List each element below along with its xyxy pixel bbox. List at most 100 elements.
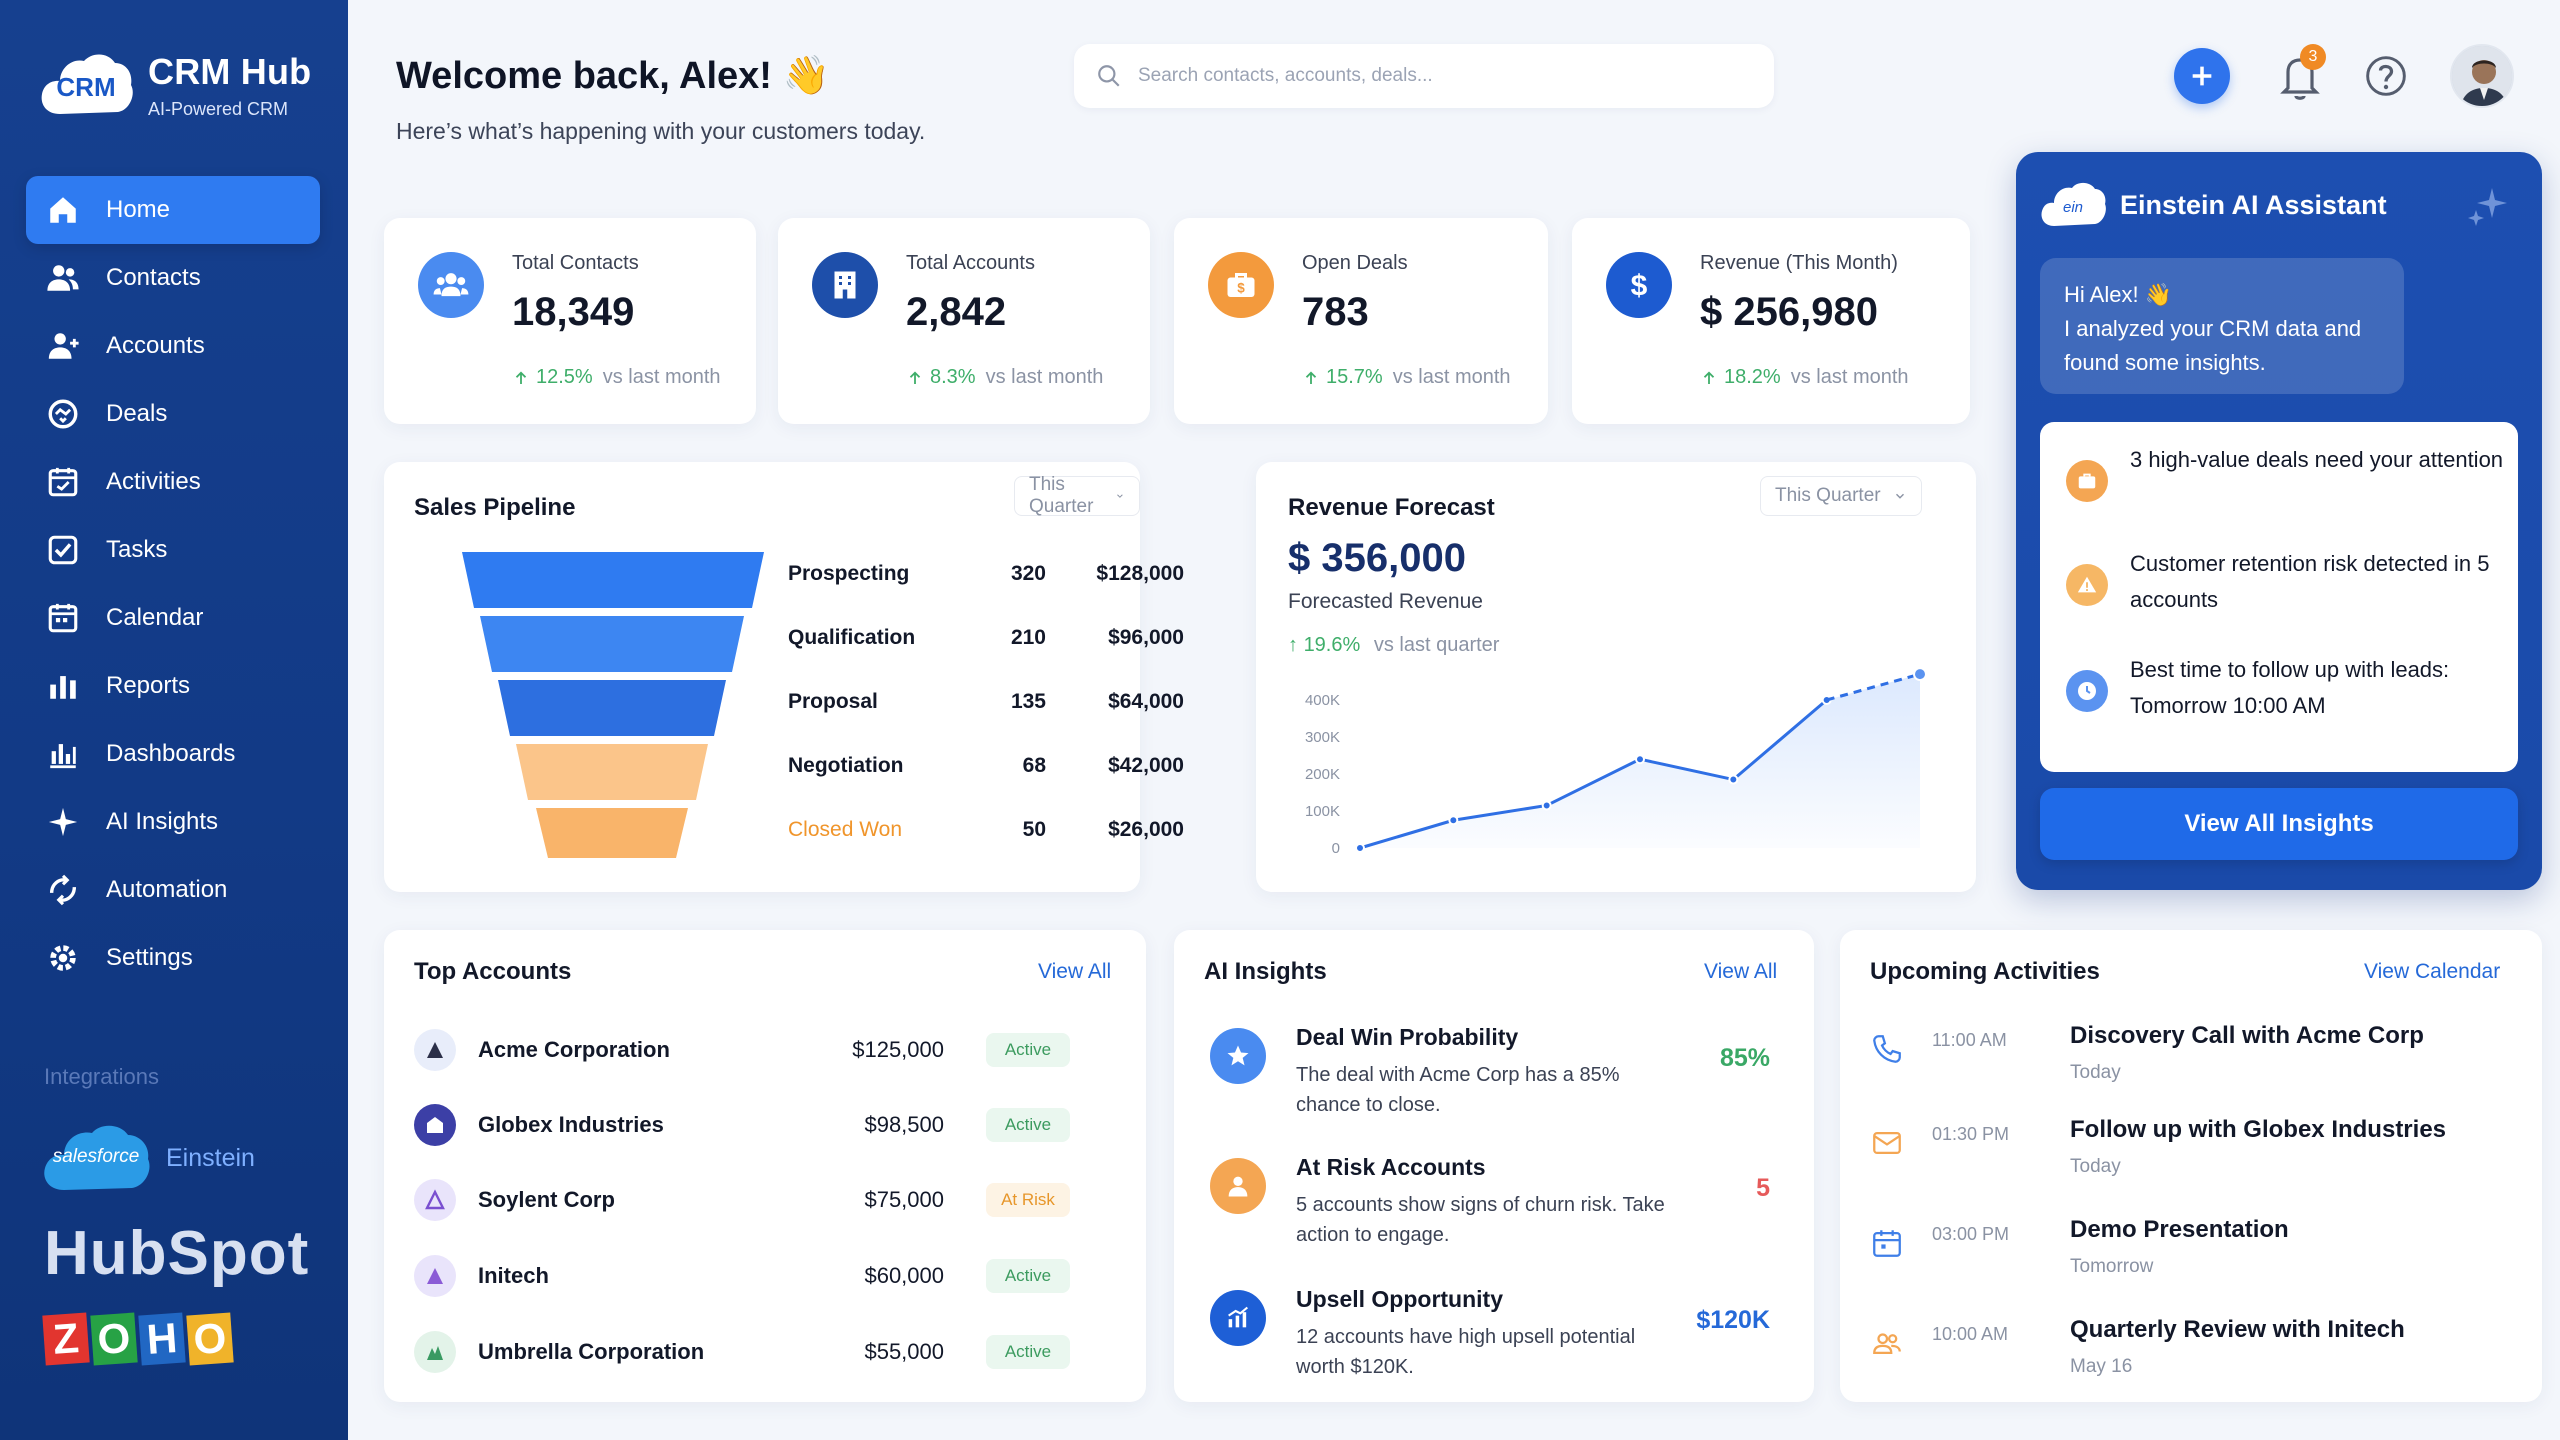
sidebar-item-automation[interactable]: Automation [26,856,320,924]
activity-row[interactable]: 10:00 AM Quarterly Review with Initech M… [1870,1316,2510,1386]
salesforce-logo: salesforce [40,1118,152,1198]
stage-amount: $128,000 [1096,562,1184,585]
einstein-insights-list: 3 high-value deals need your attention C… [2040,422,2518,772]
arrow-up-icon [515,370,527,384]
sidebar-item-reports[interactable]: Reports [26,652,320,720]
add-button[interactable] [2174,48,2230,104]
einstein-insight-item[interactable]: Best time to follow up with leads: Tomor… [2066,652,2506,724]
sidebar-item-contacts[interactable]: Contacts [26,244,320,312]
insight-text: Customer retention risk detected in 5 ac… [2130,551,2490,612]
zoho-letter: H [138,1312,186,1366]
activity-title: Quarterly Review with Initech [2070,1316,2405,1343]
activity-date: Tomorrow [2070,1256,2154,1277]
hubspot-text: HubSpot [44,1219,310,1288]
stat-value: 18,349 [512,290,635,334]
sidebar-item-home[interactable]: Home [26,176,320,244]
search-input[interactable] [1138,65,1738,87]
user-avatar[interactable] [2450,44,2514,108]
zoho-logo[interactable]: Z O H O [42,1312,236,1366]
insight-metric: $120K [1696,1306,1770,1334]
group-icon [1873,1333,1901,1355]
view-all-accounts-link[interactable]: View All [1038,960,1112,983]
stat-value: 2,842 [906,290,1007,334]
stat-card-revenue[interactable]: $ Revenue (This Month) $ 256,980 18.2% v… [1572,218,1970,424]
revenue-forecast-card: Revenue Forecast This Quarter $ 356,000 … [1256,462,1976,892]
sidebar-item-label: Dashboards [106,740,236,767]
sidebar-item-label: AI Insights [106,808,219,835]
table-row[interactable]: Soylent Corp $75,000 At Risk [414,1172,1094,1228]
account-name: Acme Corporation [478,1037,670,1062]
activity-row[interactable]: 11:00 AM Discovery Call with Acme Corp T… [1870,1022,2510,1092]
funnel-stage-negotiation[interactable] [516,744,708,800]
forecast-vs: vs last quarter [1373,634,1500,656]
account-amount: $98,500 [864,1112,944,1137]
stat-label: Open Deals [1302,252,1408,274]
einstein-insight-item[interactable]: Customer retention risk detected in 5 ac… [2066,546,2506,618]
status-badge: Active [986,1033,1070,1067]
sidebar-item-accounts[interactable]: Accounts [26,312,320,380]
stage-name: Negotiation [788,754,904,777]
activity-title: Follow up with Globex Industries [2070,1116,2447,1143]
stage-count: 50 [1022,818,1046,841]
sidebar-item-label: Home [106,196,171,223]
sidebar-item-tasks[interactable]: Tasks [26,516,320,584]
account-amount: $55,000 [864,1339,944,1364]
company-logo-icon [414,1331,456,1373]
period-dropdown[interactable]: This Quarter [1760,476,1922,516]
data-point [1728,774,1739,785]
sidebar-item-settings[interactable]: Settings [26,924,320,992]
stage-amount: $64,000 [1108,690,1184,713]
insight-text: Best time to follow up with leads: Tomor… [2130,657,2450,718]
company-logo-icon [414,1104,456,1146]
einstein-insight-item[interactable]: 3 high-value deals need your attention [2066,442,2506,502]
period-dropdown[interactable]: This Quarter [1014,474,1140,517]
chevron-down-icon [1117,494,1123,498]
insight-row[interactable]: At Risk Accounts 5 accounts show signs o… [1210,1154,1770,1254]
table-row[interactable]: Initech $60,000 Active [414,1248,1094,1304]
stat-vs: vs last month [1790,366,1909,388]
sidebar-item-ai-insights[interactable]: AI Insights [26,788,320,856]
table-row[interactable]: Umbrella Corporation $55,000 Active [414,1324,1094,1380]
brand[interactable]: CRM CRM Hub AI-Powered CRM [38,48,311,122]
activity-row[interactable]: 03:00 PM Demo Presentation Tomorrow [1870,1216,2510,1286]
search-bar[interactable] [1074,44,1774,108]
sidebar-item-label: Calendar [106,604,204,631]
account-name: Globex Industries [478,1112,664,1137]
salesforce-einstein-integration[interactable]: salesforce Einstein [40,1118,255,1198]
stage-amount: $26,000 [1108,818,1184,841]
view-all-insights-link[interactable]: View All [1704,960,1778,983]
stat-card-total-contacts[interactable]: Total Contacts 18,349 12.5% vs last mont… [384,218,756,424]
sidebar-item-dashboards[interactable]: Dashboards [26,720,320,788]
view-all-insights-button[interactable]: View All Insights [2040,788,2518,860]
table-row[interactable]: Acme Corporation $125,000 Active [414,1022,1094,1078]
page-subtitle: Here’s what’s happening with your custom… [396,118,926,144]
stat-vs: vs last month [602,366,721,388]
sidebar-item-calendar[interactable]: Calendar [26,584,320,652]
sidebar-item-activities[interactable]: Activities [26,448,320,516]
insight-row[interactable]: Upsell Opportunity 12 accounts have high… [1210,1286,1770,1386]
help-button[interactable] [2364,54,2408,98]
funnel-stage-closed-won[interactable] [536,808,688,858]
reports-icon [50,676,76,699]
view-calendar-link[interactable]: View Calendar [2364,960,2501,983]
card-title: Upcoming Activities [1870,958,2100,985]
card-title: Sales Pipeline [414,494,576,521]
insight-row[interactable]: Deal Win Probability The deal with Acme … [1210,1024,1770,1124]
funnel-stage-qualification[interactable] [480,616,744,672]
stat-card-total-accounts[interactable]: Total Accounts 2,842 8.3% vs last month [778,218,1150,424]
sidebar-item-label: Accounts [106,332,205,359]
sidebar-item-deals[interactable]: Deals [26,380,320,448]
funnel-stage-prospecting[interactable] [462,552,764,608]
stage-name: Prospecting [788,562,910,585]
stat-card-open-deals[interactable]: $ Open Deals 783 15.7% vs last month [1174,218,1548,424]
hubspot-logo[interactable]: HubSpot [44,1218,309,1289]
sidebar-nav: Home Contacts Accounts Deals Activities … [26,176,320,992]
stage-count: 135 [1010,690,1046,713]
sidebar: CRM CRM Hub AI-Powered CRM Home Contacts… [0,0,348,1440]
activity-row[interactable]: 01:30 PM Follow up with Globex Industrie… [1870,1116,2510,1186]
activity-time: 01:30 PM [1932,1124,2010,1144]
company-logo-icon [414,1255,456,1297]
funnel-stage-proposal[interactable] [498,680,726,736]
table-row[interactable]: Globex Industries $98,500 Active [414,1097,1094,1153]
stage-count: 320 [1010,562,1046,585]
